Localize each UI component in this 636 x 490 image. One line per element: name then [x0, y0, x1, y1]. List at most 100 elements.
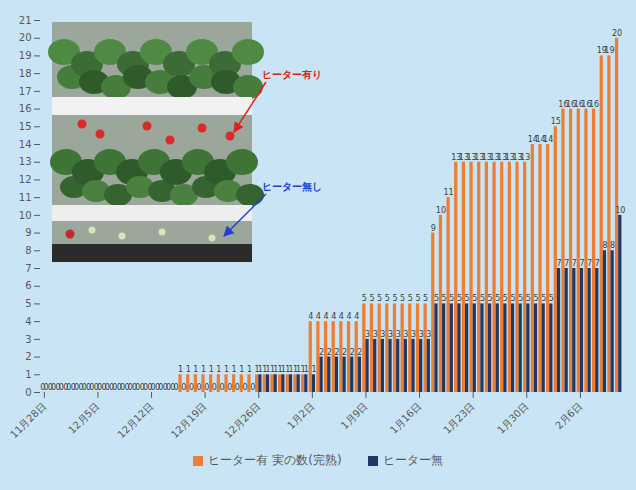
svg-text:13: 13	[520, 153, 530, 162]
svg-text:4: 4	[339, 312, 344, 321]
svg-text:2: 2	[25, 351, 31, 362]
svg-text:5: 5	[362, 294, 367, 303]
svg-text:1: 1	[296, 365, 301, 374]
svg-text:5: 5	[472, 294, 477, 303]
svg-text:1月16日: 1月16日	[388, 400, 423, 435]
svg-text:0: 0	[174, 383, 179, 392]
svg-text:5: 5	[533, 294, 538, 303]
svg-text:7: 7	[595, 259, 600, 268]
svg-text:16: 16	[589, 100, 599, 109]
svg-text:0: 0	[235, 383, 240, 392]
svg-text:1: 1	[178, 365, 183, 374]
svg-text:5: 5	[526, 294, 531, 303]
svg-text:0: 0	[43, 383, 48, 392]
svg-text:3: 3	[426, 330, 431, 339]
svg-text:1: 1	[239, 365, 244, 374]
svg-text:7: 7	[587, 259, 592, 268]
svg-text:0: 0	[120, 383, 125, 392]
svg-text:4: 4	[354, 312, 359, 321]
svg-text:18: 18	[19, 68, 32, 79]
svg-text:1月30日: 1月30日	[495, 400, 530, 435]
svg-text:4: 4	[346, 312, 351, 321]
svg-text:5: 5	[511, 294, 516, 303]
svg-text:1: 1	[265, 365, 270, 374]
svg-text:0: 0	[158, 383, 163, 392]
svg-text:0: 0	[250, 383, 255, 392]
svg-text:1: 1	[186, 365, 191, 374]
svg-text:5: 5	[442, 294, 447, 303]
svg-text:12月19日: 12月19日	[169, 400, 209, 440]
svg-text:12月5日: 12月5日	[66, 400, 101, 435]
svg-text:ヒーター有り: ヒーター有り	[262, 69, 322, 80]
svg-text:0: 0	[166, 383, 171, 392]
svg-text:1月9日: 1月9日	[339, 400, 370, 431]
svg-text:5: 5	[415, 294, 420, 303]
svg-text:21: 21	[19, 15, 32, 26]
svg-text:1: 1	[288, 365, 293, 374]
svg-text:5: 5	[480, 294, 485, 303]
svg-text:5: 5	[369, 294, 374, 303]
svg-text:3: 3	[25, 334, 31, 345]
svg-text:0: 0	[82, 383, 87, 392]
svg-text:2: 2	[342, 348, 347, 357]
svg-text:1: 1	[281, 365, 286, 374]
svg-text:0: 0	[25, 387, 31, 398]
svg-text:14: 14	[543, 135, 553, 144]
svg-text:ヒーター無し: ヒーター無し	[262, 181, 322, 192]
svg-text:10: 10	[615, 206, 625, 215]
svg-text:5: 5	[449, 294, 454, 303]
svg-text:8: 8	[610, 241, 615, 250]
svg-text:3: 3	[396, 330, 401, 339]
svg-text:0: 0	[181, 383, 186, 392]
svg-text:7: 7	[556, 259, 561, 268]
svg-text:3: 3	[388, 330, 393, 339]
svg-text:1: 1	[232, 365, 237, 374]
svg-text:5: 5	[408, 294, 413, 303]
svg-text:5: 5	[549, 294, 554, 303]
svg-text:16: 16	[19, 103, 32, 114]
svg-text:1: 1	[25, 369, 31, 380]
svg-text:0: 0	[189, 383, 194, 392]
svg-text:0: 0	[112, 383, 117, 392]
svg-text:13: 13	[19, 156, 32, 167]
svg-text:0: 0	[74, 383, 79, 392]
svg-text:0: 0	[143, 383, 148, 392]
svg-text:5: 5	[385, 294, 390, 303]
svg-text:0: 0	[220, 383, 225, 392]
svg-text:0: 0	[105, 383, 110, 392]
svg-text:5: 5	[488, 294, 493, 303]
svg-text:0: 0	[89, 383, 94, 392]
svg-text:1: 1	[224, 365, 229, 374]
svg-text:20: 20	[612, 29, 622, 38]
svg-text:5: 5	[377, 294, 382, 303]
svg-text:1: 1	[258, 365, 263, 374]
svg-text:5: 5	[434, 294, 439, 303]
svg-text:5: 5	[518, 294, 523, 303]
svg-text:1: 1	[273, 365, 278, 374]
svg-text:7: 7	[579, 259, 584, 268]
svg-text:12: 12	[19, 174, 32, 185]
svg-text:15: 15	[19, 121, 32, 132]
svg-text:10: 10	[19, 210, 32, 221]
svg-text:5: 5	[465, 294, 470, 303]
svg-text:6: 6	[25, 280, 31, 291]
svg-text:7: 7	[564, 259, 569, 268]
svg-text:3: 3	[403, 330, 408, 339]
svg-text:0: 0	[227, 383, 232, 392]
svg-text:4: 4	[331, 312, 336, 321]
svg-text:12月12日: 12月12日	[115, 400, 155, 440]
svg-text:11: 11	[443, 188, 453, 197]
svg-text:0: 0	[197, 383, 202, 392]
svg-text:7: 7	[572, 259, 577, 268]
svg-text:4: 4	[316, 312, 321, 321]
svg-text:1: 1	[201, 365, 206, 374]
svg-text:2: 2	[350, 348, 355, 357]
svg-text:3: 3	[373, 330, 378, 339]
svg-text:5: 5	[503, 294, 508, 303]
svg-text:5: 5	[495, 294, 500, 303]
svg-text:0: 0	[212, 383, 217, 392]
svg-text:5: 5	[541, 294, 546, 303]
svg-text:2: 2	[334, 348, 339, 357]
svg-text:1: 1	[247, 365, 252, 374]
svg-text:0: 0	[204, 383, 209, 392]
